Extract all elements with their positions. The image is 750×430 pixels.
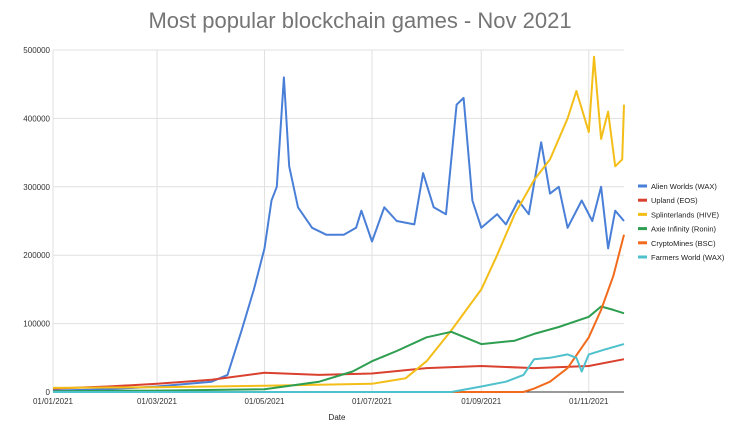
legend: Alien Worlds (WAX) Upland (EOS) Splinterla… <box>638 182 725 262</box>
legend-label: Alien Worlds (WAX) <box>651 182 717 191</box>
x-tick-label: 01/03/2021 <box>137 397 178 406</box>
series-lines <box>52 55 625 393</box>
x-tick-label: 01/05/2021 <box>244 397 285 406</box>
x-tick-label: 01/09/2021 <box>461 397 502 406</box>
chart-title: Most popular blockchain games - Nov 2021 <box>148 8 571 33</box>
legend-label: CryptoMines (BSC) <box>651 239 716 248</box>
legend-label: Upland (EOS) <box>651 196 698 205</box>
y-tick-label: 300000 <box>23 183 50 192</box>
x-axis-label: Date <box>329 413 346 422</box>
x-axis-ticks: 01/01/2021 01/03/2021 01/05/2021 01/07/2021… <box>33 397 609 406</box>
y-tick-label: 400000 <box>23 114 50 123</box>
y-tick-label: 500000 <box>23 46 50 55</box>
y-axis-ticks: 0 100000 200000 300000 400000 500000 <box>23 46 50 397</box>
x-tick-label: 01/11/2021 <box>569 397 609 406</box>
y-tick-label: 100000 <box>23 320 50 329</box>
x-tick-label: 01/07/2021 <box>352 397 393 406</box>
legend-label: Axie Infinity (Ronin) <box>651 225 717 234</box>
legend-label: Splinterlands (HIVE) <box>651 210 719 219</box>
series-line-3 <box>52 305 625 393</box>
series-line-2 <box>52 55 625 389</box>
series-line-4 <box>53 234 625 393</box>
x-tick-label: 01/01/2021 <box>33 397 74 406</box>
legend-label: Farmers World (WAX) <box>651 253 725 262</box>
series-line-0 <box>52 76 625 392</box>
y-tick-label: 0 <box>46 388 51 397</box>
grid <box>52 49 624 393</box>
y-tick-label: 200000 <box>23 251 50 260</box>
series-line-5 <box>53 343 625 393</box>
